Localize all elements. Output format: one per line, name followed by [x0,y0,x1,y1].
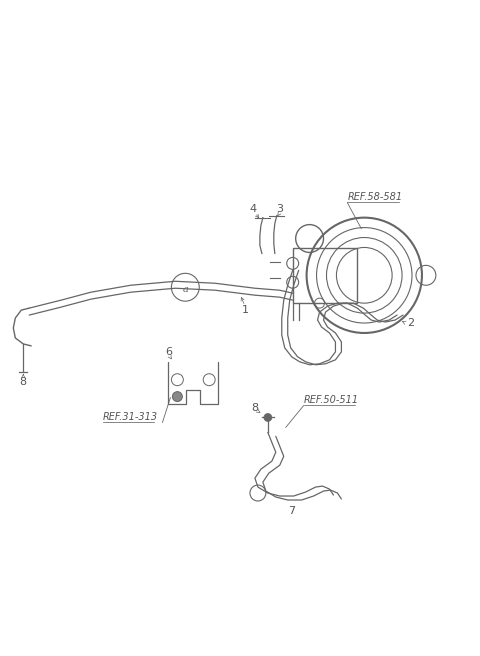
Text: 8: 8 [20,377,27,386]
Bar [293,249,357,303]
Text: REF.50-511: REF.50-511 [304,394,359,405]
Text: 6: 6 [165,347,172,357]
Text: a: a [182,285,188,294]
Text: REF.58-581: REF.58-581 [348,192,403,202]
Text: 4: 4 [250,204,256,214]
Text: 3: 3 [276,204,283,214]
Circle shape [172,392,182,401]
Text: REF.31-313: REF.31-313 [103,413,158,422]
Text: 2: 2 [407,318,414,328]
Text: 8: 8 [252,403,258,413]
Circle shape [264,413,272,421]
Text: 7: 7 [288,506,295,516]
Text: 1: 1 [241,305,249,315]
